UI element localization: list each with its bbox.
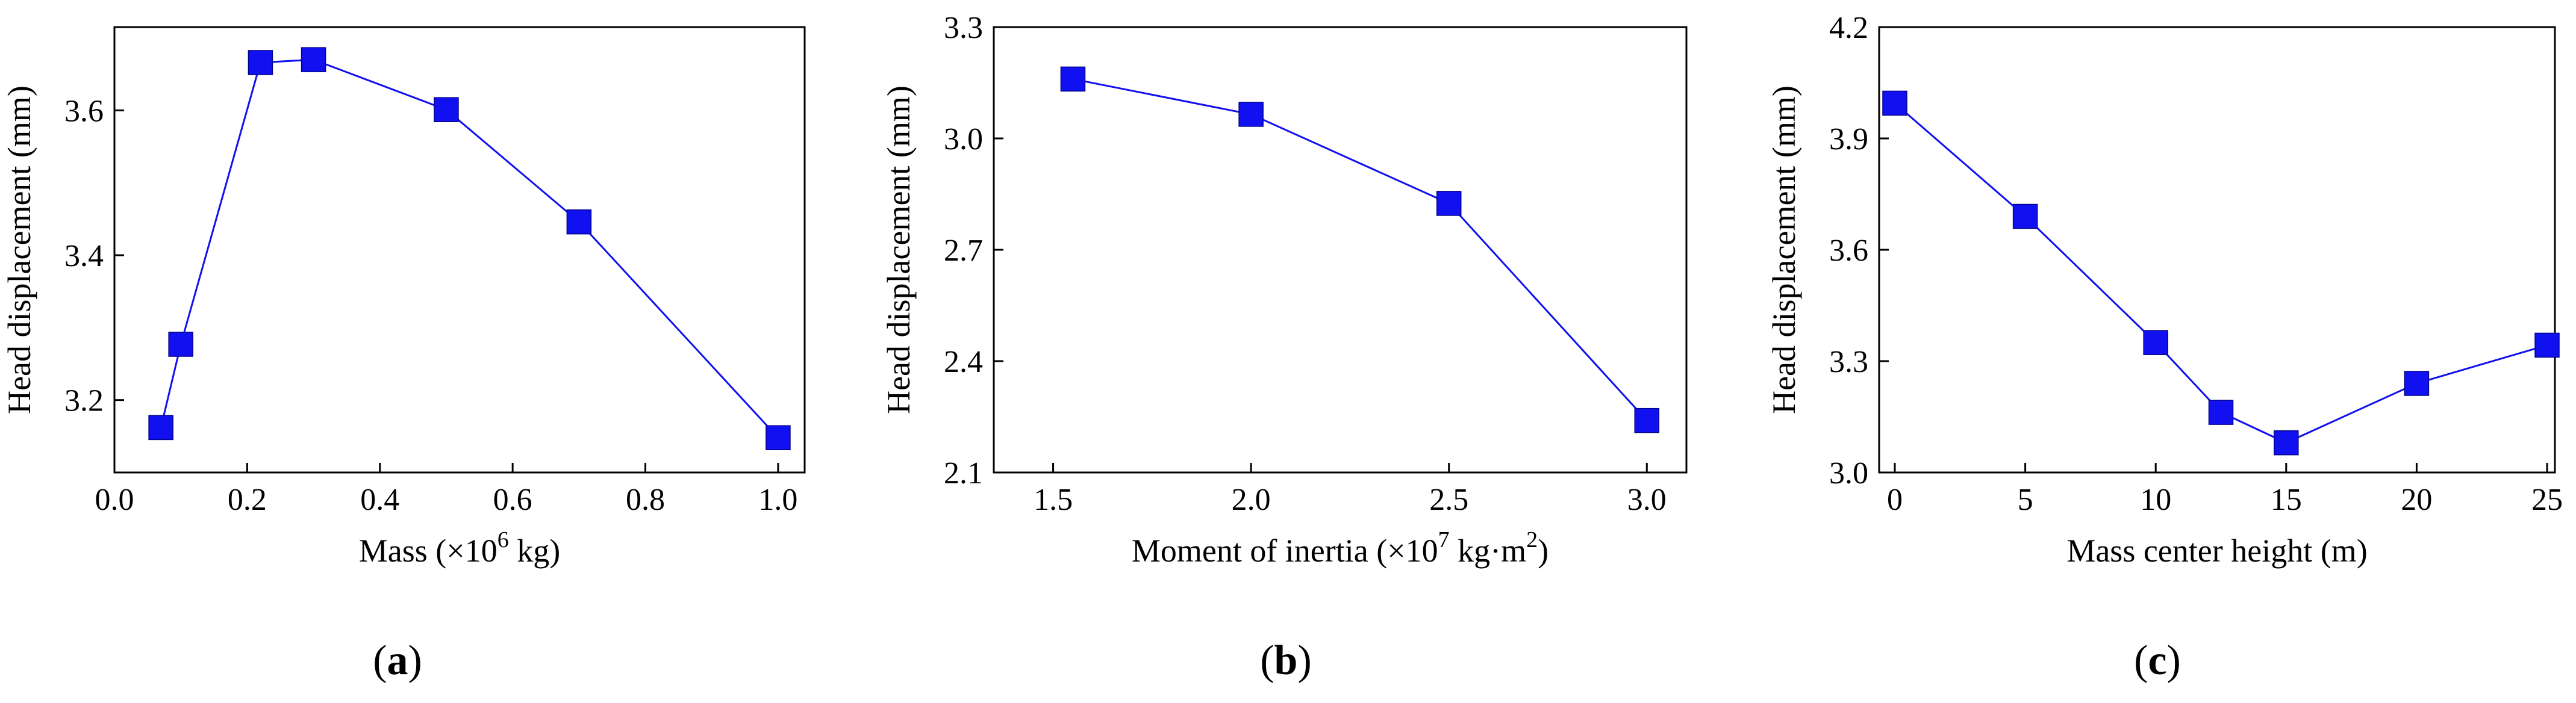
data-point bbox=[148, 415, 173, 441]
y-tick-label: 3.0 bbox=[1829, 456, 1868, 491]
x-tick-label: 15 bbox=[2271, 483, 2302, 517]
x-tick-label: 1.0 bbox=[758, 483, 797, 517]
plot-frame bbox=[993, 26, 1688, 474]
data-point bbox=[1436, 191, 1462, 216]
chart-panel-c: 0 5 10 15 20 25 3.0 3.3 3.6 3.9 4.2 Head displaceme… bbox=[1766, 11, 2563, 684]
y-tick-label: 2.4 bbox=[944, 345, 983, 379]
y-axis-label: Head displacement (mm) bbox=[881, 85, 917, 414]
x-tick-label: 5 bbox=[2018, 483, 2033, 517]
panel-caption: (c) bbox=[2134, 637, 2181, 684]
x-tick-label: 0.8 bbox=[626, 483, 665, 517]
data-point bbox=[1238, 102, 1264, 127]
caption-close-paren: ) bbox=[408, 637, 422, 684]
data-point bbox=[2534, 332, 2560, 358]
x-tick-label: 20 bbox=[2401, 483, 2432, 517]
caption-close-paren: ) bbox=[2167, 637, 2181, 684]
caption-letter: a bbox=[387, 637, 408, 684]
x-tick-label: 2.0 bbox=[1232, 483, 1271, 517]
x-axis-label-text: Mass center height (m) bbox=[2066, 533, 2367, 569]
x-tick-label: 10 bbox=[2140, 483, 2171, 517]
caption-open-paren: ( bbox=[373, 637, 387, 684]
caption-open-paren: ( bbox=[2134, 637, 2148, 684]
y-tick-label: 3.3 bbox=[944, 11, 983, 45]
y-tick-label: 3.9 bbox=[1829, 122, 1868, 156]
data-point bbox=[2143, 330, 2168, 355]
x-tick-label: 1.5 bbox=[1034, 483, 1073, 517]
x-axis-label: Moment of inertia (×107 kg·m2) bbox=[1132, 527, 1548, 569]
data-point bbox=[2404, 371, 2430, 396]
series-line bbox=[1894, 102, 2548, 444]
x-axis-label-close: ) bbox=[1538, 533, 1548, 569]
x-tick-label: 0 bbox=[1887, 483, 1903, 517]
y-axis-label: Head displacement (mm) bbox=[1766, 85, 1802, 414]
x-axis-label-superscript: 7 bbox=[1438, 527, 1450, 553]
data-point bbox=[248, 50, 273, 75]
y-tick-label: 2.7 bbox=[944, 234, 983, 268]
caption-letter: c bbox=[2148, 637, 2166, 684]
data-point bbox=[2274, 430, 2299, 456]
series-line bbox=[160, 58, 779, 439]
y-tick-label: 3.6 bbox=[1829, 234, 1868, 268]
data-point bbox=[1882, 90, 1907, 116]
y-tick-label: 3.6 bbox=[64, 94, 104, 128]
y-tick-label: 3.2 bbox=[64, 384, 104, 418]
data-point bbox=[2012, 203, 2038, 229]
x-axis-label-superscript: 6 bbox=[497, 527, 509, 553]
data-point bbox=[766, 425, 791, 450]
series-line bbox=[1073, 78, 1648, 421]
x-axis-label-superscript: 2 bbox=[1526, 527, 1538, 553]
chart-panel-a: 0.0 0.2 0.4 0.6 0.8 1.0 3.2 3.4 3.6 Head displace… bbox=[1, 26, 806, 684]
x-axis-label-text: Moment of inertia (×10 bbox=[1132, 533, 1438, 569]
x-tick-label: 3.0 bbox=[1627, 483, 1667, 517]
y-tick-label: 3.0 bbox=[944, 122, 983, 156]
y-tick-label: 3.3 bbox=[1829, 345, 1868, 379]
caption-close-paren: ) bbox=[1297, 637, 1311, 684]
panel-caption: (b) bbox=[1260, 637, 1312, 684]
caption-open-paren: ( bbox=[1260, 637, 1274, 684]
data-point bbox=[168, 332, 193, 357]
x-axis-label-text: Mass (×10 bbox=[359, 533, 497, 569]
data-point bbox=[301, 47, 326, 72]
x-axis-label: Mass center height (m) bbox=[2066, 533, 2367, 569]
plot-frame bbox=[113, 26, 806, 474]
y-tick-label: 2.1 bbox=[944, 456, 983, 491]
y-tick-label: 4.2 bbox=[1829, 11, 1868, 45]
x-tick-label: 25 bbox=[2531, 483, 2563, 517]
y-tick-label: 3.4 bbox=[64, 239, 104, 273]
caption-letter: b bbox=[1274, 637, 1298, 684]
x-tick-label: 0.2 bbox=[228, 483, 267, 517]
x-axis-label: Mass (×106 kg) bbox=[359, 527, 560, 569]
panel-caption: (a) bbox=[373, 637, 422, 684]
x-axis-label-unit: kg) bbox=[509, 533, 560, 569]
data-point bbox=[434, 97, 459, 122]
data-point bbox=[2208, 400, 2234, 425]
chart-panel-b: 1.5 2.0 2.5 3.0 2.1 2.4 2.7 3.0 3.3 Head displace… bbox=[881, 11, 1688, 684]
x-tick-label: 0.6 bbox=[493, 483, 532, 517]
x-tick-label: 0.0 bbox=[95, 483, 134, 517]
data-point bbox=[1060, 66, 1086, 92]
x-tick-label: 0.4 bbox=[360, 483, 399, 517]
data-point bbox=[1634, 407, 1660, 433]
x-tick-label: 2.5 bbox=[1429, 483, 1468, 517]
data-point bbox=[566, 209, 592, 235]
x-axis-label-unit: kg·m bbox=[1450, 533, 1527, 569]
y-axis-label: Head displacement (mm) bbox=[1, 85, 37, 414]
